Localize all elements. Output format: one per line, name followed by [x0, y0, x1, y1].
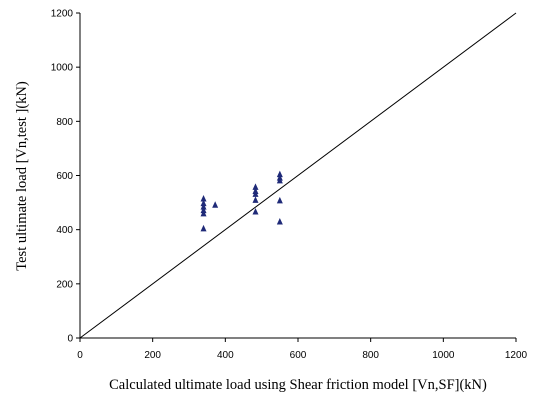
data-point-triangle: [200, 203, 207, 210]
x-tick-label: 1000: [432, 350, 455, 361]
y-tick-label: 400: [56, 225, 73, 236]
data-point-triangle: [276, 218, 283, 225]
equality-line: [79, 12, 517, 339]
data-point-triangle: [212, 201, 219, 208]
data-point-triangle: [200, 195, 207, 202]
y-axis-title: Test ultimate load [Vn,test ](kN): [14, 81, 30, 271]
x-tick-label: 600: [290, 350, 307, 361]
y-tick-label: 1000: [51, 63, 74, 74]
data-point-triangle: [276, 176, 283, 184]
y-tick-label: 200: [56, 279, 73, 290]
x-axis-ticks: 0 200 400 600 800 1000 1200: [77, 338, 528, 361]
reference-line-group: [79, 12, 517, 339]
data-point-triangle: [252, 183, 259, 190]
x-tick-label: 400: [217, 350, 234, 361]
data-points: [200, 170, 283, 232]
y-tick-label: 1200: [51, 9, 74, 20]
y-tick-label: 0: [67, 334, 73, 345]
x-tick-label: 200: [144, 350, 161, 361]
data-point-triangle: [200, 199, 207, 207]
data-point-triangle: [200, 209, 207, 217]
data-point-triangle: [276, 196, 283, 204]
x-tick-label: 0: [77, 350, 83, 361]
x-tick-label: 1200: [505, 350, 528, 361]
y-tick-label: 800: [56, 117, 73, 128]
data-point-triangle: [252, 190, 259, 197]
y-axis-ticks: 0 200 400 600 800 1000 1200: [51, 9, 80, 345]
data-point-triangle: [252, 196, 259, 203]
data-point-triangle: [276, 170, 283, 178]
data-point-triangle: [200, 224, 207, 232]
y-tick-label: 600: [56, 171, 73, 182]
data-point-triangle: [252, 208, 259, 215]
x-tick-label: 800: [362, 350, 379, 361]
x-axis-title: Calculated ultimate load using Shear fri…: [109, 377, 487, 393]
